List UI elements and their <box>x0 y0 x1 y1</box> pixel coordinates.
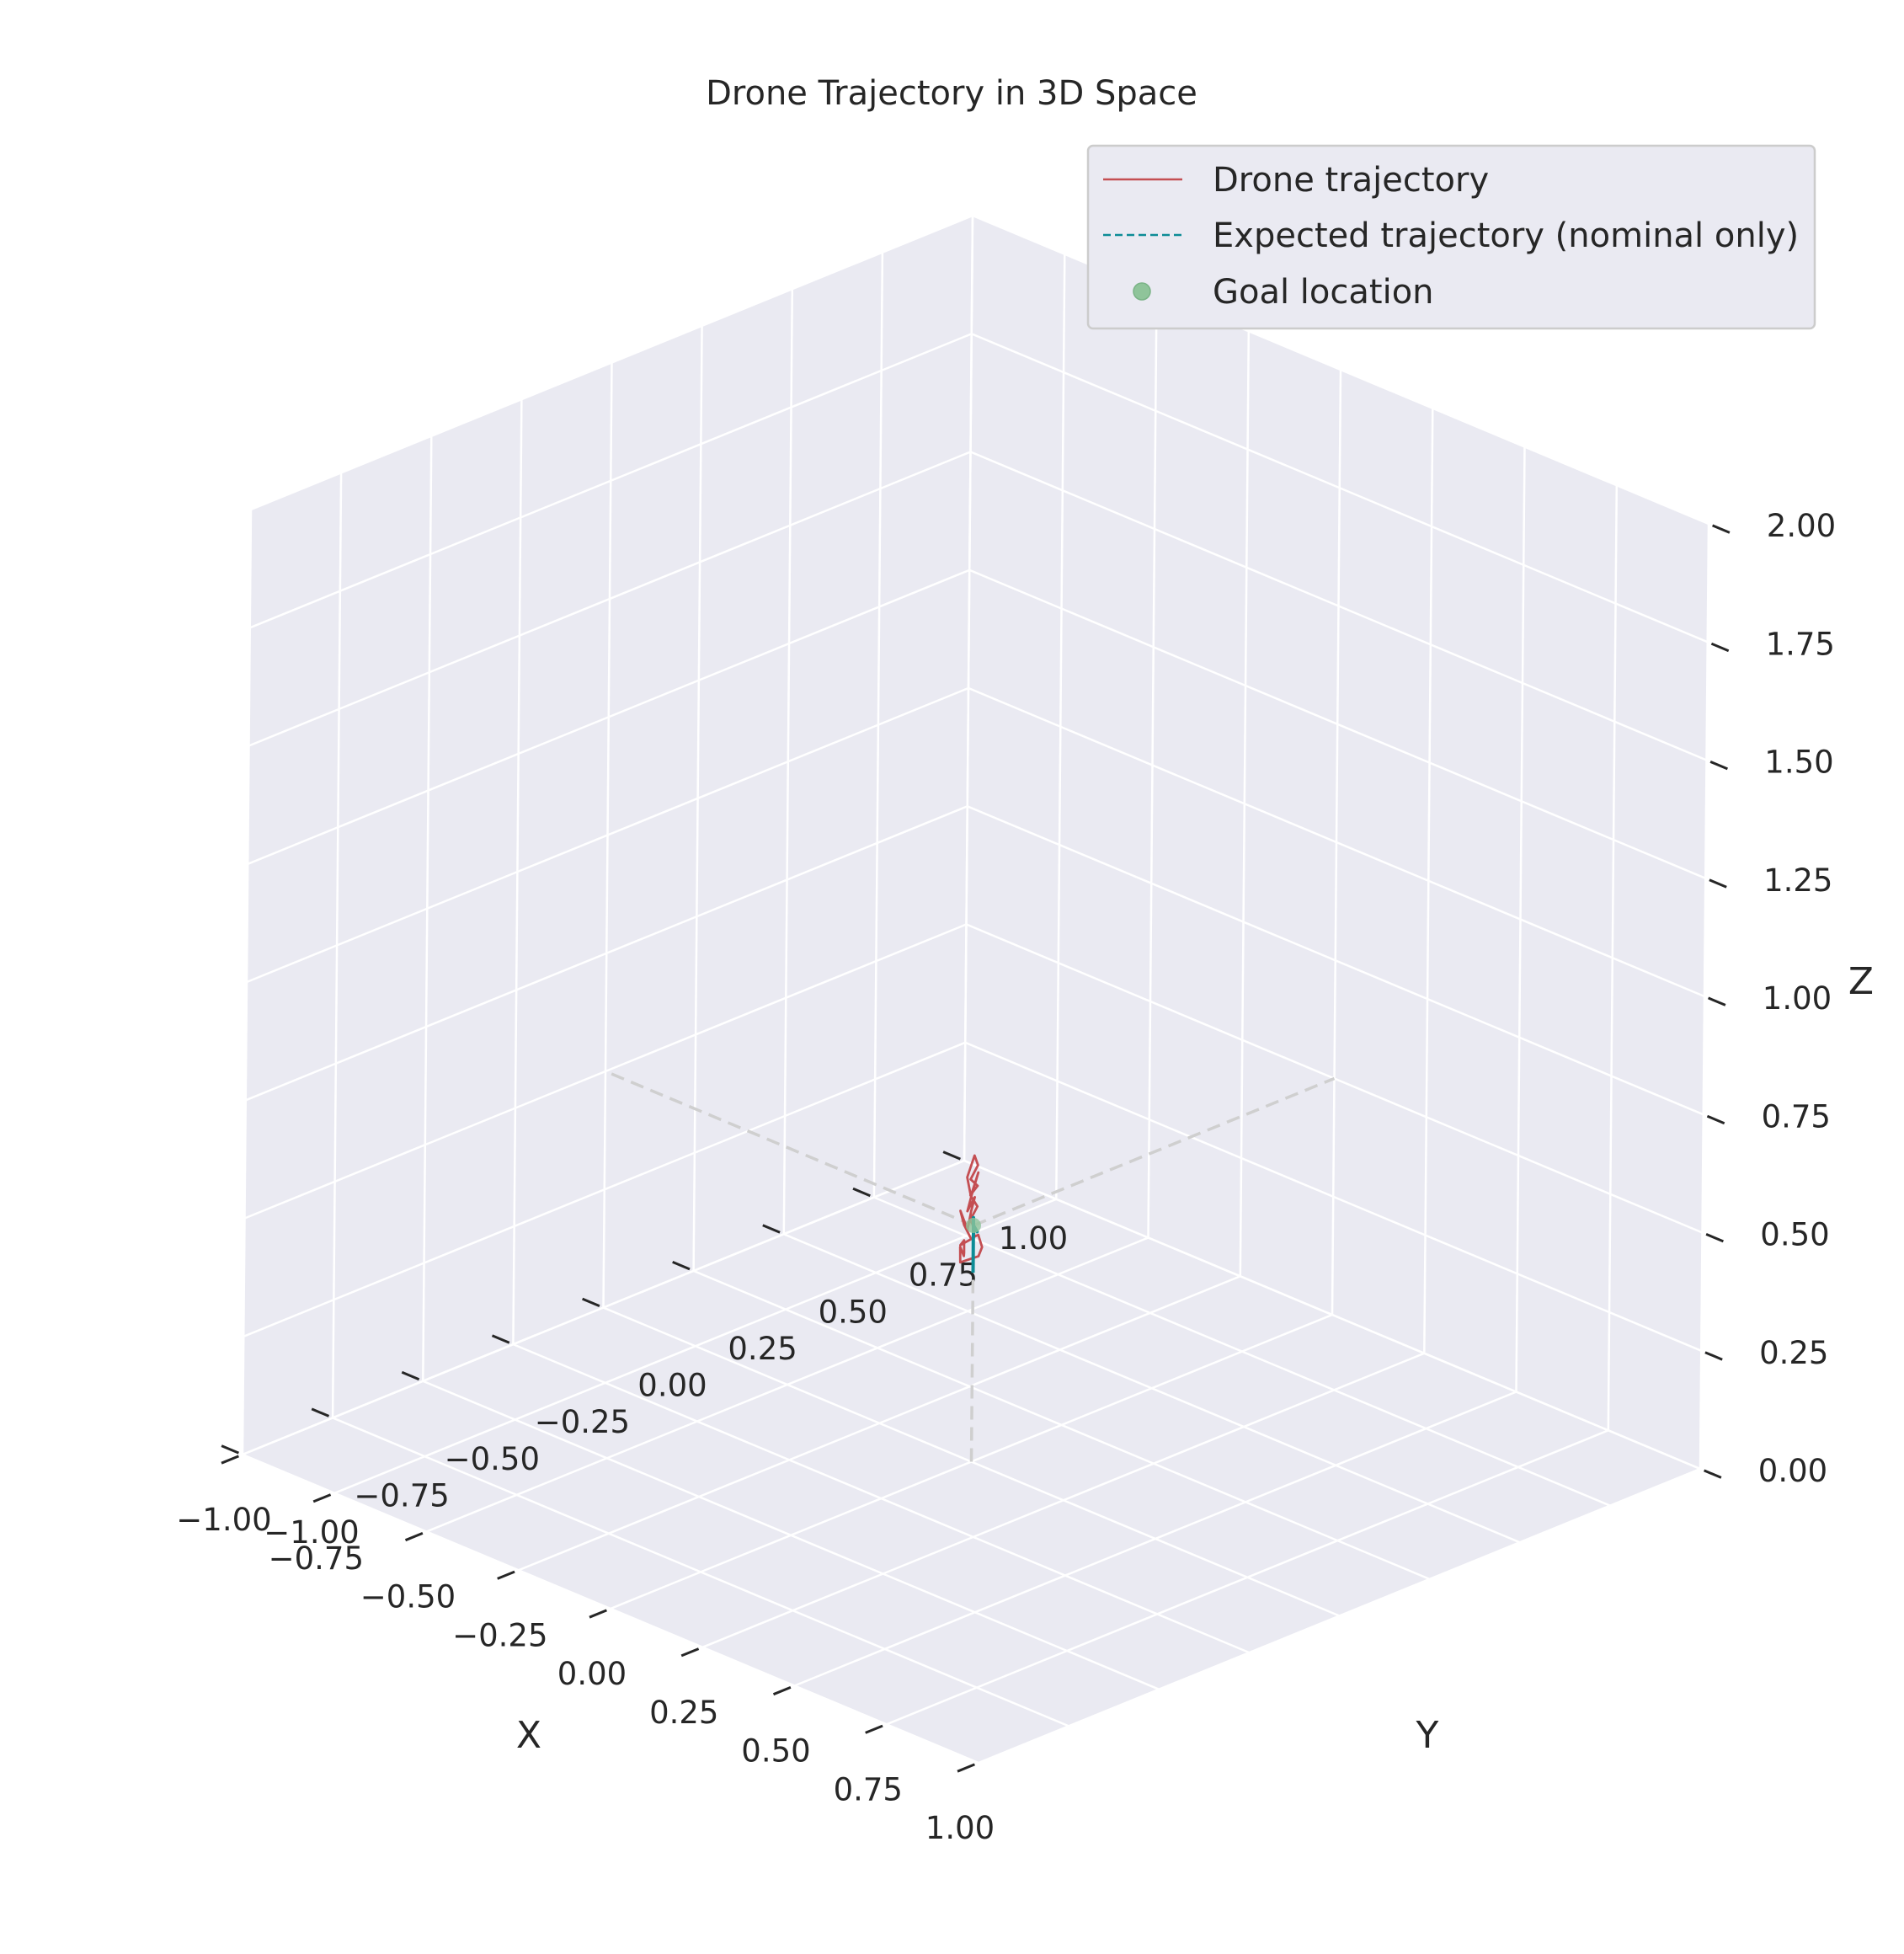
y-gridline <box>422 435 1160 1690</box>
x-tick-label: −0.50 <box>360 1579 456 1615</box>
z-tick-label: 1.25 <box>1763 862 1832 899</box>
z-tick-label: 0.75 <box>1762 1098 1831 1134</box>
y-tick <box>311 1407 330 1417</box>
y-tick <box>401 1370 420 1381</box>
y-gridline <box>602 362 1340 1617</box>
x-tick <box>497 1570 515 1580</box>
legend-goal-label: Goal location <box>1213 273 1434 312</box>
y-tick-label: 0.25 <box>728 1331 797 1367</box>
z-tick-label: 0.25 <box>1759 1335 1828 1371</box>
y-axis-label: Y <box>1416 1714 1439 1757</box>
x-tick <box>589 1609 607 1619</box>
y-tick <box>672 1261 691 1271</box>
z-tick <box>1705 1233 1724 1243</box>
z-tick <box>1704 1469 1722 1479</box>
y-tick-label: −0.25 <box>535 1404 630 1440</box>
z-tick <box>1709 878 1727 889</box>
y-tick-label: 1.00 <box>999 1220 1068 1257</box>
y-gridline <box>331 472 1069 1727</box>
y-gridline <box>692 325 1431 1581</box>
z-tick-label: 0.50 <box>1760 1217 1829 1253</box>
z-tick-label: 1.50 <box>1764 745 1833 781</box>
z-axis-label: Z <box>1848 960 1874 1003</box>
y-tick <box>942 1151 961 1161</box>
x-tick <box>680 1647 700 1658</box>
legend-box <box>1086 144 1816 330</box>
y-tick <box>852 1187 871 1198</box>
z-tick-label: 1.75 <box>1766 626 1835 662</box>
x-tick <box>865 1724 883 1734</box>
axis-panes <box>243 216 1709 1763</box>
z-tick <box>1708 996 1726 1006</box>
x-tick-label: −0.25 <box>452 1617 547 1653</box>
reference-axis-line <box>605 1070 974 1227</box>
z-tick <box>1709 761 1728 771</box>
y-tick <box>582 1297 600 1307</box>
y-tick-label: −0.50 <box>445 1441 540 1477</box>
y-gridline <box>512 399 1250 1654</box>
y-tick-label: 0.00 <box>637 1368 707 1404</box>
legend-expected-label: Expected trajectory (nominal only) <box>1213 216 1799 255</box>
x-axis-label: X <box>516 1714 541 1757</box>
x-tick-label: 1.00 <box>925 1810 995 1846</box>
axis-ticks: −1.00−0.75−0.50−0.250.000.250.500.751.00… <box>176 508 1836 1846</box>
drone-trajectory-line <box>958 1154 984 1264</box>
y-tick <box>762 1224 781 1234</box>
x-tick <box>221 1455 239 1465</box>
z-tick <box>1706 1114 1725 1125</box>
legend-goal-marker <box>1133 282 1151 301</box>
y-gridline <box>782 289 1521 1544</box>
x-tick <box>404 1532 424 1542</box>
chart-title: Drone Trajectory in 3D Space <box>706 74 1197 113</box>
legend-drone-label: Drone trajectory <box>1213 161 1489 200</box>
y-tick-label: −1.00 <box>264 1514 359 1551</box>
gridlines <box>241 214 1710 1764</box>
y-tick <box>491 1334 510 1344</box>
y-tick-label: 0.50 <box>819 1294 888 1330</box>
goal-location-marker <box>966 1218 981 1233</box>
x-tick-label: −1.00 <box>176 1502 271 1538</box>
z-tick-label: 0.00 <box>1758 1453 1827 1489</box>
z-tick <box>1712 524 1731 534</box>
x-tick-label: −0.75 <box>269 1540 364 1577</box>
z-tick-label: 1.00 <box>1763 980 1832 1017</box>
x-tick <box>312 1493 332 1503</box>
x-tick-label: 0.25 <box>649 1695 718 1731</box>
x-tick-label: 0.50 <box>741 1733 810 1770</box>
y-tick <box>221 1444 239 1455</box>
y-gridline <box>963 215 1701 1471</box>
y-tick-label: 0.75 <box>909 1257 978 1294</box>
x-tick-label: 0.75 <box>834 1771 903 1807</box>
z-tick <box>1710 642 1730 653</box>
plot-series <box>958 1154 984 1273</box>
z-gridline <box>250 214 1709 526</box>
x-tick <box>957 1763 975 1773</box>
x-tick <box>772 1686 792 1696</box>
z-tick <box>1704 1351 1723 1361</box>
y-gridline <box>872 252 1611 1507</box>
legend: Drone trajectory Expected trajectory (no… <box>1086 144 1816 330</box>
x-tick-label: 0.00 <box>557 1656 627 1692</box>
y-tick-label: −0.75 <box>354 1477 449 1514</box>
reference-axis-line <box>973 1076 1336 1227</box>
z-tick-label: 2.00 <box>1767 508 1836 544</box>
